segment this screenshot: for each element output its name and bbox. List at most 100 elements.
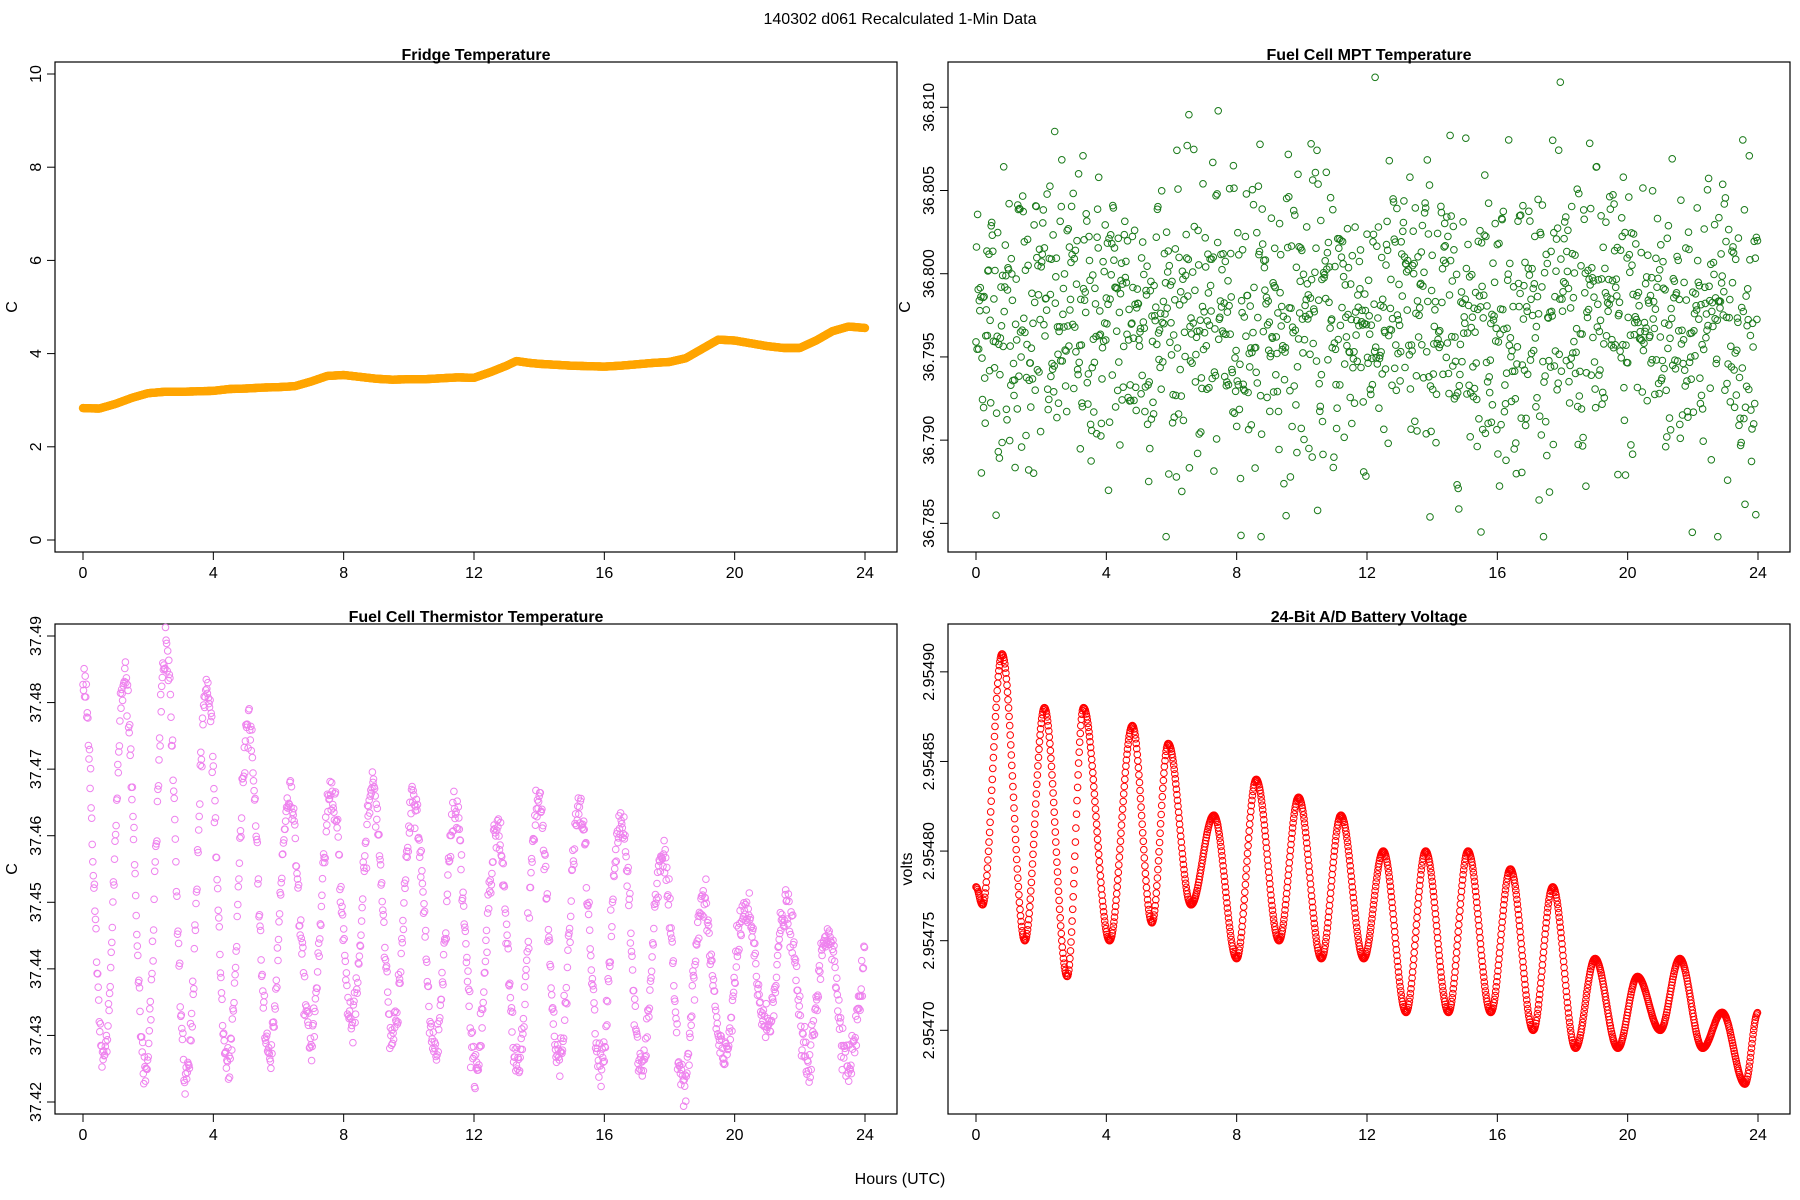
data-point [318,891,326,900]
data-point [188,977,197,986]
data-point [167,713,175,722]
data-point [483,909,492,917]
data-point [1680,366,1689,375]
data-point [1012,845,1021,854]
data-point [1077,721,1085,730]
data-point [439,950,448,959]
x-tick-label: 24 [1749,1127,1767,1144]
data-point [1031,386,1039,395]
data-point [1402,268,1411,276]
data-point [165,656,173,665]
data-point [1249,328,1257,337]
data-point [1259,327,1268,336]
x-tick-label: 8 [339,1127,348,1144]
data-point [1054,877,1062,886]
data-point [1411,417,1419,426]
data-point [986,808,995,816]
data-point [1163,268,1172,276]
data-point [1714,532,1722,541]
data-point [1423,156,1432,164]
x-tick-label: 0 [79,565,88,582]
data-point [1490,312,1498,320]
data-point [1118,813,1126,821]
data-point [1119,790,1128,798]
data-point [688,981,697,990]
data-point [1085,232,1093,241]
data-point [213,884,222,893]
data-point [1227,293,1235,301]
data-point [405,829,414,837]
data-point [1141,869,1150,878]
data-point [1740,206,1749,214]
data-point [1338,303,1346,312]
data-point [1531,334,1540,342]
data-point [1287,242,1296,250]
data-point [1620,416,1629,425]
data-point [198,714,207,723]
data-point [1482,358,1491,367]
data-point [322,827,331,836]
data-point [378,897,387,906]
data-point [1132,406,1140,415]
data-point [216,950,224,959]
data-point [1000,307,1009,316]
data-point [1094,173,1103,182]
data-point [1119,797,1127,806]
data-point [1393,311,1402,319]
data-point [762,999,771,1008]
data-point [1443,213,1451,221]
data-point [1648,187,1657,195]
data-point [1014,874,1022,882]
data-point [1104,486,1113,495]
data-point [1559,278,1568,286]
data-point [1324,356,1332,364]
data-point [398,938,407,947]
data-point [1084,370,1093,378]
data-point [317,902,326,911]
data-point [1537,431,1546,439]
data-point [1552,235,1561,243]
data-point [1660,319,1669,328]
data-point [1011,825,1019,834]
x-tick-label: 16 [1488,1127,1506,1144]
data-point [1283,243,1292,252]
data-point [1002,405,1011,414]
data-point [1717,250,1725,258]
data-point [1724,225,1733,234]
data-point [110,855,119,864]
data-point [1586,204,1595,213]
data-point [1122,762,1130,770]
data-point [672,1028,681,1037]
data-point [129,812,137,821]
data-point [1532,403,1540,411]
data-point [1526,217,1534,225]
data-point [1241,880,1250,889]
data-point [190,944,199,953]
data-point [1229,161,1238,170]
data-point [1125,305,1133,314]
data-point [1027,878,1036,887]
data-point [1653,283,1661,292]
data-point [1663,234,1672,243]
data-point [996,370,1004,379]
data-point [291,821,299,829]
data-point [228,1046,236,1054]
data-point [1374,314,1382,322]
data-point [1171,245,1180,253]
data-point [1004,696,1012,704]
data-point [1008,296,1017,305]
data-point [993,686,1002,695]
data-point [1632,240,1640,248]
data-point [1257,532,1265,541]
data-point [732,963,741,971]
data-point [1617,214,1626,222]
x-tick-label: 24 [1749,565,1767,582]
data-point [1560,234,1568,243]
data-point [1050,818,1059,826]
data-point [381,943,389,952]
data-point [1387,275,1395,284]
data-point [91,915,100,924]
data-point [1479,314,1487,322]
x-tick-label: 12 [1358,565,1376,582]
data-point [1292,401,1300,409]
